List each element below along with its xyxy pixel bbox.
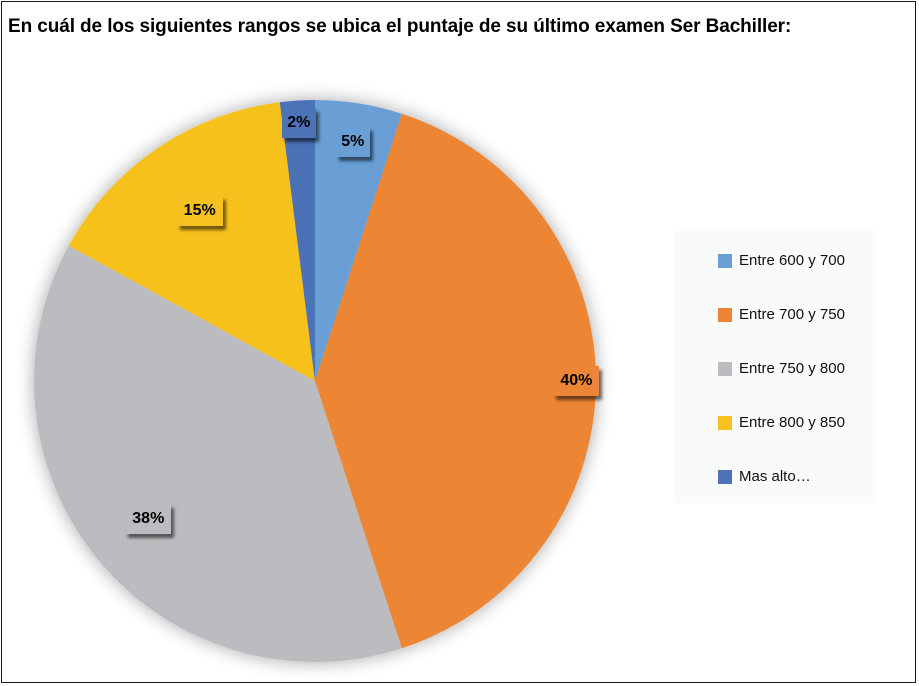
legend-swatch (718, 469, 732, 484)
data-label-4: 15% (176, 196, 223, 227)
pie-slice-5 (279, 100, 315, 381)
pie-slice-1 (315, 100, 402, 381)
data-label-5: 2% (281, 107, 316, 138)
legend-label: Entre 750 y 800 (739, 360, 845, 377)
data-label-3: 38% (125, 503, 172, 534)
legend-item-3: Entre 750 y 800 (718, 360, 845, 377)
legend: Entre 600 y 700 Entre 700 y 750 Entre 750 … (676, 232, 874, 502)
chart-title: En cuál de los siguientes rangos se ubic… (8, 16, 792, 37)
legend-swatch (718, 253, 732, 268)
data-label-2: 40% (553, 366, 600, 396)
legend-swatch (718, 361, 732, 376)
legend-item-1: Entre 600 y 700 (718, 252, 845, 269)
legend-label: Entre 800 y 850 (739, 414, 845, 431)
data-label-1: 5% (335, 127, 370, 158)
legend-label: Entre 600 y 700 (739, 252, 845, 269)
legend-item-4: Entre 800 y 850 (718, 414, 845, 431)
legend-label: Mas alto… (739, 468, 811, 485)
legend-swatch (718, 307, 732, 322)
legend-item-2: Entre 700 y 750 (718, 306, 845, 323)
legend-swatch (718, 415, 732, 430)
pie-slice-4 (68, 102, 315, 381)
legend-item-5: Mas alto… (718, 468, 811, 485)
legend-label: Entre 700 y 750 (739, 306, 845, 323)
pie-slice-2 (315, 113, 597, 649)
pie-slice-3 (34, 245, 402, 663)
